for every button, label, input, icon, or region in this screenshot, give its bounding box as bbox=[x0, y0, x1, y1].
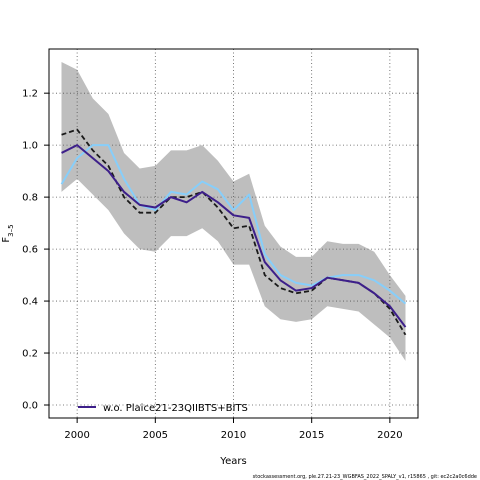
x-tick-label: 2005 bbox=[143, 430, 168, 441]
legend-label: w.o. Plaice21-23QIIBTS+BITS bbox=[103, 403, 248, 414]
y-axis-label-main: F bbox=[1, 237, 12, 243]
x-tick-label: 2010 bbox=[221, 430, 246, 441]
y-tick-label: 0.0 bbox=[22, 401, 38, 412]
y-axis-label-subscript: 3–5 bbox=[7, 224, 15, 236]
y-tick-label: 0.8 bbox=[22, 193, 38, 204]
x-axis-ticks: 2000 2005 2010 2015 2020 bbox=[64, 418, 403, 441]
y-axis-ticks: 0.0 0.2 0.4 0.6 0.8 1.0 1.2 bbox=[22, 89, 49, 412]
series-line-2 bbox=[60, 144, 407, 305]
confidence-band-layer bbox=[61, 61, 406, 361]
confidence-band bbox=[61, 61, 406, 361]
y-tick-label: 1.0 bbox=[22, 141, 38, 152]
x-tick-label: 2020 bbox=[377, 430, 402, 441]
legend: w.o. Plaice21-23QIIBTS+BITS bbox=[78, 403, 248, 414]
y-tick-label: 0.4 bbox=[22, 297, 38, 308]
y-axis-label: F3–5 bbox=[1, 224, 15, 242]
series-layer bbox=[60, 128, 407, 336]
y-tick-label: 0.6 bbox=[22, 245, 38, 256]
footer-text: stockassessment.org, ple.27.21-23_WGBFAS… bbox=[253, 474, 477, 480]
x-axis-label: Years bbox=[219, 456, 246, 467]
x-tick-label: 2000 bbox=[64, 430, 89, 441]
x-tick-label: 2015 bbox=[299, 430, 324, 441]
y-tick-label: 0.2 bbox=[22, 349, 38, 360]
series-line-3 bbox=[61, 144, 407, 328]
y-tick-label: 1.2 bbox=[22, 89, 38, 100]
